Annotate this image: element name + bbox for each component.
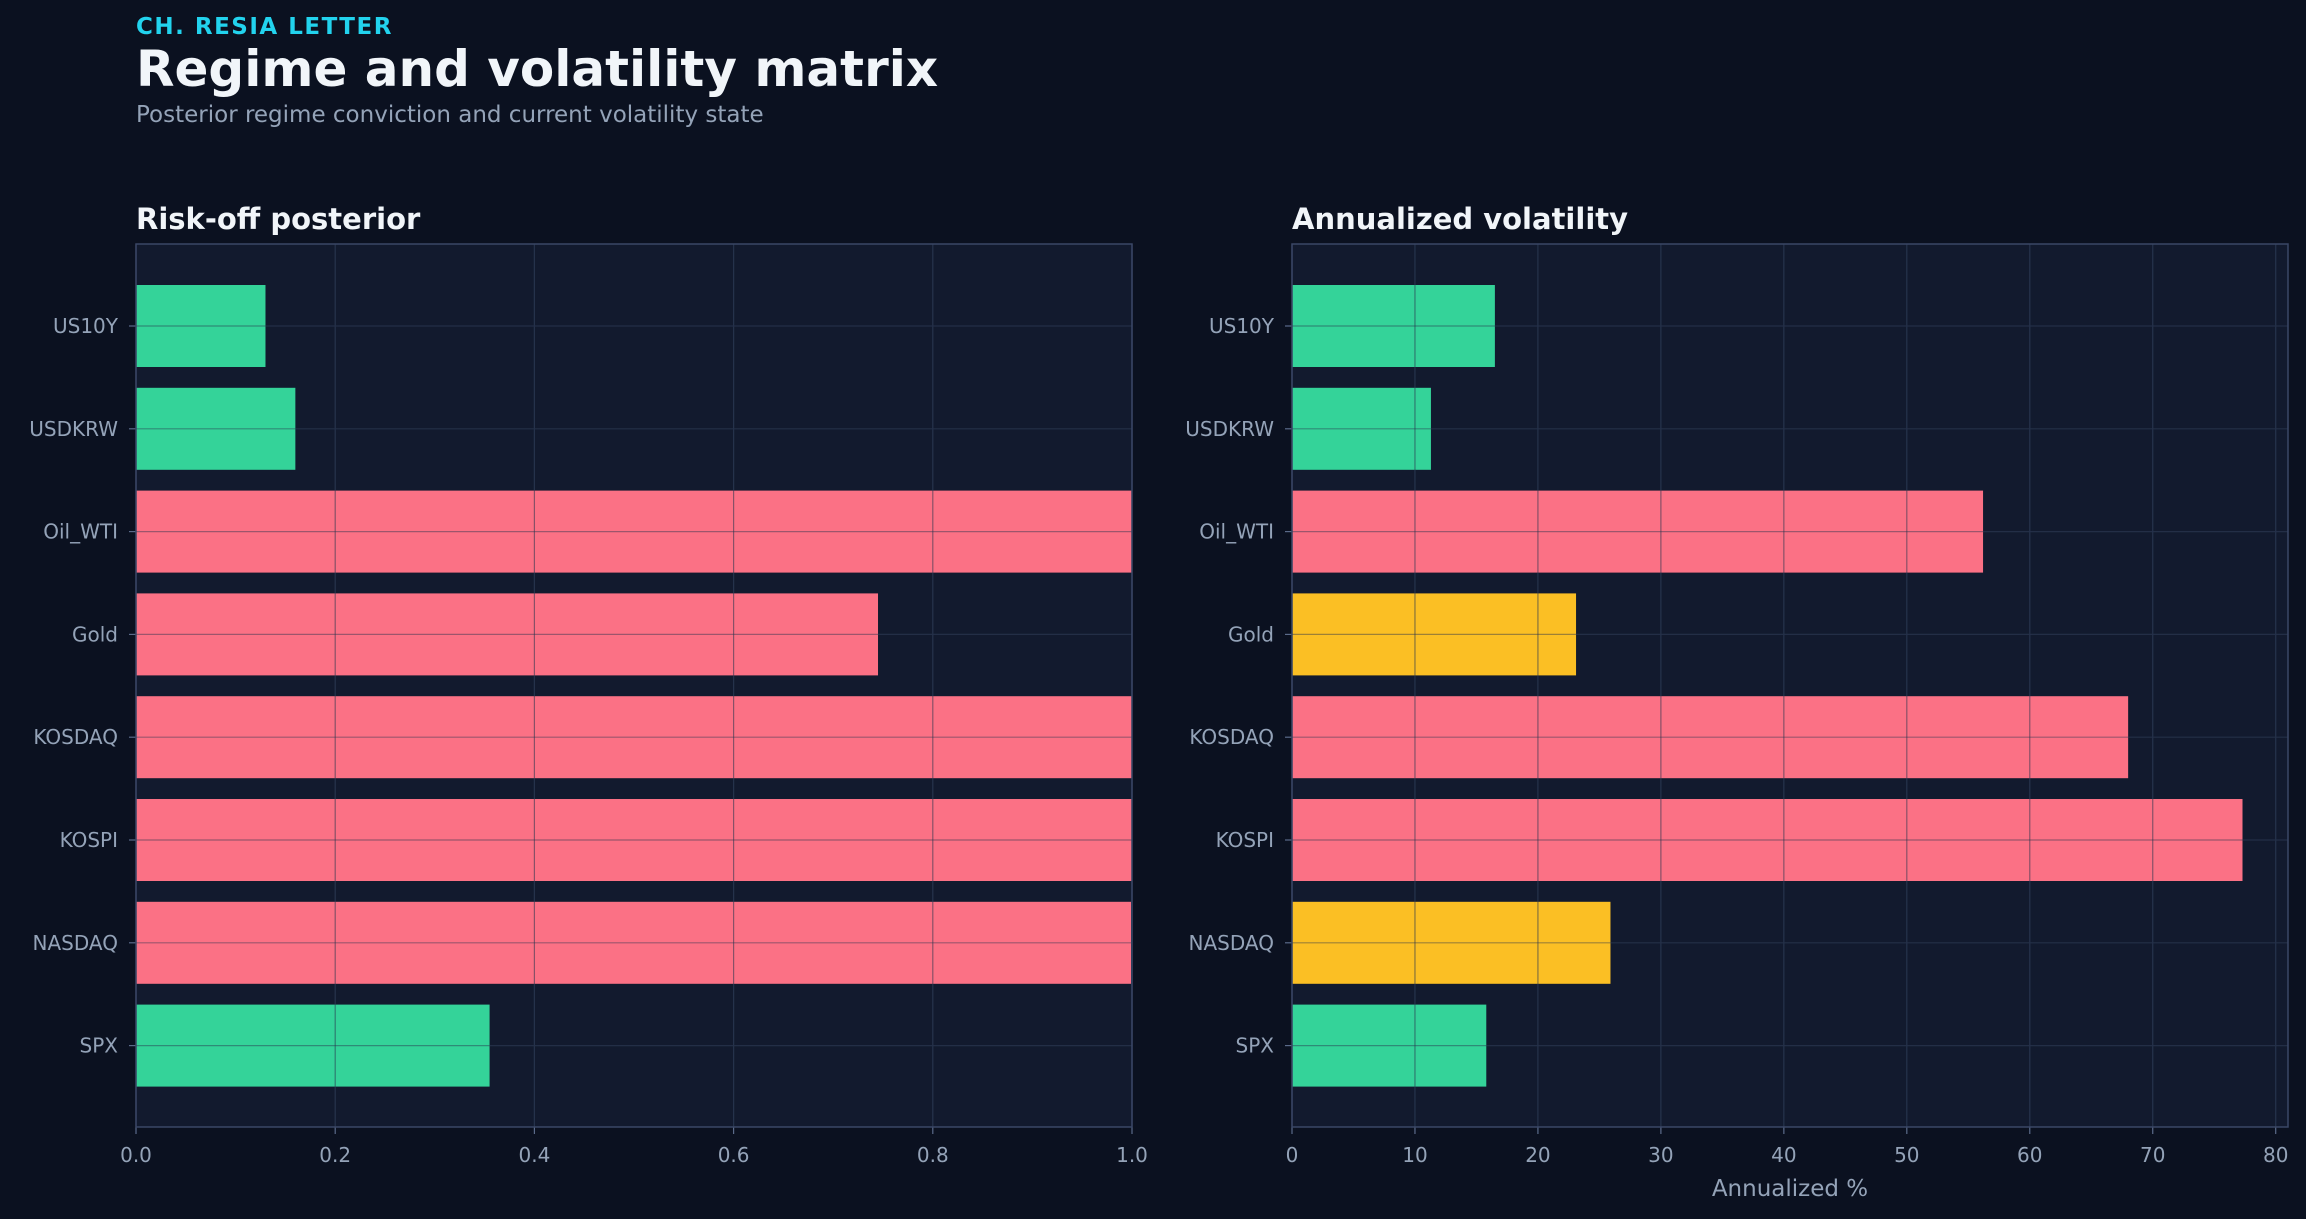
bar-usdkrw bbox=[136, 387, 296, 470]
plot-frame bbox=[1291, 243, 2289, 1128]
x-tick-label: 0.8 bbox=[917, 1143, 949, 1167]
y-tick-label: Gold bbox=[1228, 622, 1274, 646]
bar-kosdaq bbox=[136, 696, 1132, 779]
bar-nasdaq bbox=[136, 901, 1132, 984]
x-tick-label: 10 bbox=[1402, 1143, 1427, 1167]
y-tick-label: KOSDAQ bbox=[1189, 725, 1274, 749]
plot-frame bbox=[135, 243, 1133, 1128]
x-tick-label: 60 bbox=[2017, 1143, 2042, 1167]
page-title: Regime and volatility matrix bbox=[136, 40, 939, 98]
y-tick-label: SPX bbox=[1236, 1034, 1275, 1058]
page-subtitle: Posterior regime conviction and current … bbox=[136, 102, 764, 128]
y-tick-label: US10Y bbox=[53, 314, 119, 338]
x-tick-label: 0.0 bbox=[120, 1143, 152, 1167]
x-tick-label: 0.2 bbox=[319, 1143, 351, 1167]
y-tick-label: NASDAQ bbox=[33, 931, 118, 955]
bar-us10y bbox=[136, 285, 266, 367]
bar-kosdaq bbox=[1292, 696, 2129, 779]
bar-oil_wti bbox=[1292, 490, 1984, 573]
y-tick-label: Oil_WTI bbox=[43, 520, 118, 544]
bar-kospi bbox=[1292, 799, 2243, 881]
y-tick-label: Oil_WTI bbox=[1199, 520, 1274, 544]
x-tick-label: 0.6 bbox=[718, 1143, 750, 1167]
y-tick-label: KOSPI bbox=[60, 828, 118, 852]
bar-spx bbox=[136, 1004, 490, 1087]
y-tick-label: USDKRW bbox=[29, 417, 118, 441]
report-kicker: CH. RESIA LETTER bbox=[136, 14, 393, 40]
x-tick-label: 70 bbox=[2140, 1143, 2165, 1167]
x-tick-label: 80 bbox=[2263, 1143, 2288, 1167]
x-tick-label: 50 bbox=[1894, 1143, 1919, 1167]
y-tick-label: SPX bbox=[80, 1034, 119, 1058]
y-tick-label: NASDAQ bbox=[1189, 931, 1274, 955]
bar-spx bbox=[1292, 1004, 1487, 1087]
chart-title: Annualized volatility bbox=[1292, 202, 1628, 236]
chart-title: Risk-off posterior bbox=[136, 202, 421, 236]
plot-area bbox=[1292, 244, 2288, 1127]
bar-usdkrw bbox=[1292, 387, 1431, 470]
y-tick-label: USDKRW bbox=[1185, 417, 1274, 441]
x-tick-label: 30 bbox=[1648, 1143, 1673, 1167]
y-tick-label: KOSDAQ bbox=[33, 725, 118, 749]
bar-nasdaq bbox=[1292, 901, 1611, 984]
x-tick-label: 40 bbox=[1771, 1143, 1796, 1167]
y-tick-label: KOSPI bbox=[1216, 828, 1274, 852]
x-tick-label: 20 bbox=[1525, 1143, 1550, 1167]
x-tick-label: 0 bbox=[1286, 1143, 1299, 1167]
bar-gold bbox=[1292, 593, 1577, 676]
plot-area bbox=[136, 244, 1132, 1127]
x-axis-label: Annualized % bbox=[1712, 1176, 1868, 1202]
y-tick-label: US10Y bbox=[1209, 314, 1275, 338]
bar-gold bbox=[136, 593, 879, 676]
bar-kospi bbox=[136, 799, 1132, 881]
bar-us10y bbox=[1292, 285, 1495, 367]
bar-oil_wti bbox=[136, 490, 1132, 573]
x-tick-label: 0.4 bbox=[518, 1143, 550, 1167]
y-tick-label: Gold bbox=[72, 622, 118, 646]
x-tick-label: 1.0 bbox=[1116, 1143, 1148, 1167]
